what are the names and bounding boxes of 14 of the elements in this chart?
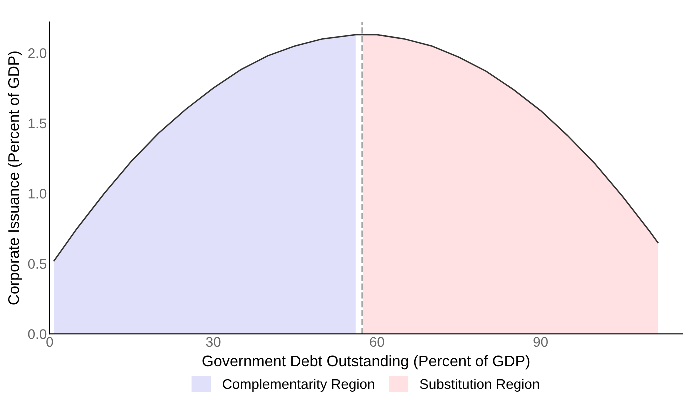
x-tick-label: 0 [46, 337, 54, 348]
y-axis-title: Corporate Issuance (Percent of GDP) [8, 52, 22, 305]
legend-label: Substitution Region [420, 379, 540, 392]
x-axis-title: Government Debt Outstanding (Percent of GDP) [202, 355, 530, 370]
y-tick-label: 1.5 [28, 118, 47, 129]
legend-label: Complementarity Region [223, 379, 374, 392]
line-series [54, 34, 659, 262]
y-tick-label: 2.0 [28, 48, 47, 58]
y-tick-label: 1.0 [28, 188, 47, 199]
x-tick-label: 60 [370, 337, 384, 348]
y-tick-label: 0.5 [28, 259, 47, 270]
x-tick-label: 30 [206, 337, 221, 348]
y-tick-label: 0.0 [28, 329, 47, 340]
x-tick-label: 90 [534, 337, 548, 348]
